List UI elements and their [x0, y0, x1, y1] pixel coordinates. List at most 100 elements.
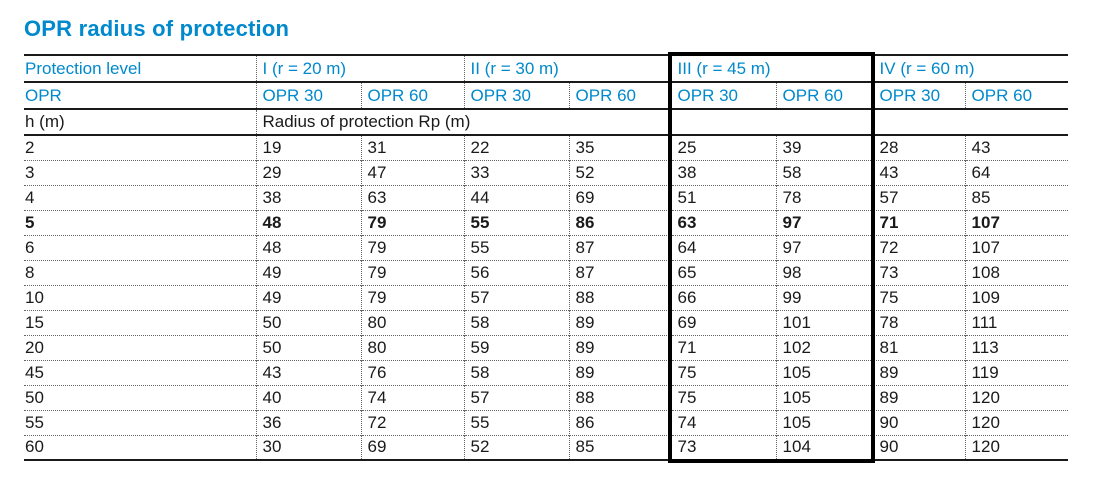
rp-value-cell: 55	[463, 410, 570, 435]
rp-value-cell: 65	[670, 260, 777, 285]
rp-value-cell: 66	[670, 285, 777, 310]
rp-value-cell: 72	[872, 235, 966, 260]
table-row: 10 49 79 57 88 66 99 75 109	[24, 285, 1069, 310]
rp-value-cell: 78	[775, 185, 874, 210]
rp-value-cell: 104	[775, 435, 874, 460]
rp-value-cell: 64	[964, 160, 1069, 185]
rp-value-cell: 49	[255, 285, 361, 310]
table-row: 60 30 69 52 85 73 104 90 120	[24, 435, 1069, 460]
table-row: 5 48 79 55 86 63 97 71 107	[24, 210, 1069, 235]
rp-value-cell: 89	[872, 360, 966, 385]
opr-table: Protection level I (r = 20 m) II (r = 30…	[24, 54, 1069, 461]
rp-value-cell: 69	[360, 435, 465, 460]
rp-value-cell: 107	[964, 235, 1069, 260]
h-value-cell: 6	[25, 237, 35, 257]
group-header-level-iv: IV (r = 60 m)	[872, 55, 1069, 82]
rp-value-cell: 79	[360, 285, 465, 310]
table-row: 3 29 47 33 52 38 58 43 64	[24, 160, 1069, 185]
rp-value-cell: 88	[568, 285, 672, 310]
rp-value-cell: 28	[872, 135, 966, 160]
rp-value-cell: 107	[964, 210, 1069, 235]
protection-level-header: Protection level	[25, 58, 142, 78]
rp-value-cell: 89	[568, 360, 672, 385]
table-row: 2 19 31 22 35 25 39 28 43	[24, 135, 1069, 160]
h-value-cell: 2	[25, 137, 35, 157]
rp-value-cell: 120	[964, 385, 1069, 410]
h-value-cell: 8	[25, 262, 35, 282]
rp-value-cell: 39	[775, 135, 874, 160]
h-header-row: h (m) Radius of protection Rp (m)	[24, 109, 1069, 135]
rp-value-cell: 101	[775, 310, 874, 335]
opr-table-container: Protection level I (r = 20 m) II (r = 30…	[24, 52, 1069, 463]
rp-value-cell: 120	[964, 435, 1069, 460]
rp-value-cell: 97	[775, 210, 874, 235]
rp-value-cell: 19	[255, 135, 361, 160]
rp-value-cell: 50	[255, 310, 361, 335]
rp-value-cell: 73	[670, 435, 777, 460]
rp-value-cell: 59	[463, 335, 570, 360]
rp-value-cell: 49	[255, 260, 361, 285]
rp-value-cell: 48	[255, 210, 361, 235]
table-row: 4 38 63 44 69 51 78 57 85	[24, 185, 1069, 210]
h-value-cell: 10	[25, 287, 44, 307]
opr-col-header: OPR 30	[463, 82, 570, 109]
rp-value-cell: 90	[872, 410, 966, 435]
h-value-cell: 50	[25, 387, 44, 407]
table-row: 6 48 79 55 87 64 97 72 107	[24, 235, 1069, 260]
rp-value-cell: 85	[568, 435, 672, 460]
rp-value-cell: 50	[255, 335, 361, 360]
rp-value-cell: 58	[463, 310, 570, 335]
rp-value-cell: 55	[463, 210, 570, 235]
rp-value-cell: 52	[568, 160, 672, 185]
rp-value-cell: 40	[255, 385, 361, 410]
radius-of-protection-header: Radius of protection Rp (m)	[255, 109, 1069, 135]
rp-value-cell: 102	[775, 335, 874, 360]
rp-value-cell: 36	[255, 410, 361, 435]
rp-value-cell: 48	[255, 235, 361, 260]
rp-value-cell: 89	[568, 335, 672, 360]
rp-value-cell: 58	[463, 360, 570, 385]
opr-col-header: OPR 30	[670, 82, 777, 109]
rp-value-cell: 63	[670, 210, 777, 235]
rp-value-cell: 52	[463, 435, 570, 460]
opr-col-header: OPR 30	[872, 82, 966, 109]
rp-value-cell: 98	[775, 260, 874, 285]
table-row: 55 36 72 55 86 74 105 90 120	[24, 410, 1069, 435]
rp-value-cell: 71	[670, 335, 777, 360]
h-value-cell: 60	[25, 437, 44, 457]
group-header-level-i: I (r = 20 m)	[255, 55, 465, 82]
table-row: 20 50 80 59 89 71 102 81 113	[24, 335, 1069, 360]
rp-value-cell: 35	[568, 135, 672, 160]
rp-value-cell: 86	[568, 410, 672, 435]
rp-value-cell: 89	[872, 385, 966, 410]
opr-col-header: OPR 60	[964, 82, 1069, 109]
rp-value-cell: 90	[872, 435, 966, 460]
rp-value-cell: 75	[670, 360, 777, 385]
rp-value-cell: 97	[775, 235, 874, 260]
rp-value-cell: 22	[463, 135, 570, 160]
rp-value-cell: 79	[360, 260, 465, 285]
rp-value-cell: 69	[670, 310, 777, 335]
protection-level-row: Protection level I (r = 20 m) II (r = 30…	[24, 55, 1069, 82]
table-body: 2 19 31 22 35 25 39 28 43 3 29 47 33 52 38 58 43 64 4 38 63 4…	[24, 135, 1069, 460]
rp-value-cell: 105	[775, 410, 874, 435]
opr-header-row: OPR OPR 30 OPR 60 OPR 30 OPR 60 OPR 30 O…	[24, 82, 1069, 109]
rp-value-cell: 119	[964, 360, 1069, 385]
rp-value-cell: 78	[872, 310, 966, 335]
rp-value-cell: 30	[255, 435, 361, 460]
rp-value-cell: 72	[360, 410, 465, 435]
rp-value-cell: 63	[360, 185, 465, 210]
rp-value-cell: 51	[670, 185, 777, 210]
rp-value-cell: 38	[255, 185, 361, 210]
opr-col-header: OPR 60	[775, 82, 874, 109]
rp-value-cell: 88	[568, 385, 672, 410]
rp-value-cell: 111	[964, 310, 1069, 335]
rp-value-cell: 81	[872, 335, 966, 360]
rp-value-cell: 80	[360, 310, 465, 335]
rp-value-cell: 74	[670, 410, 777, 435]
table-row: 8 49 79 56 87 65 98 73 108	[24, 260, 1069, 285]
table-row: 45 43 76 58 89 75 105 89 119	[24, 360, 1069, 385]
rp-value-cell: 71	[872, 210, 966, 235]
rp-value-cell: 75	[670, 385, 777, 410]
rp-value-cell: 80	[360, 335, 465, 360]
